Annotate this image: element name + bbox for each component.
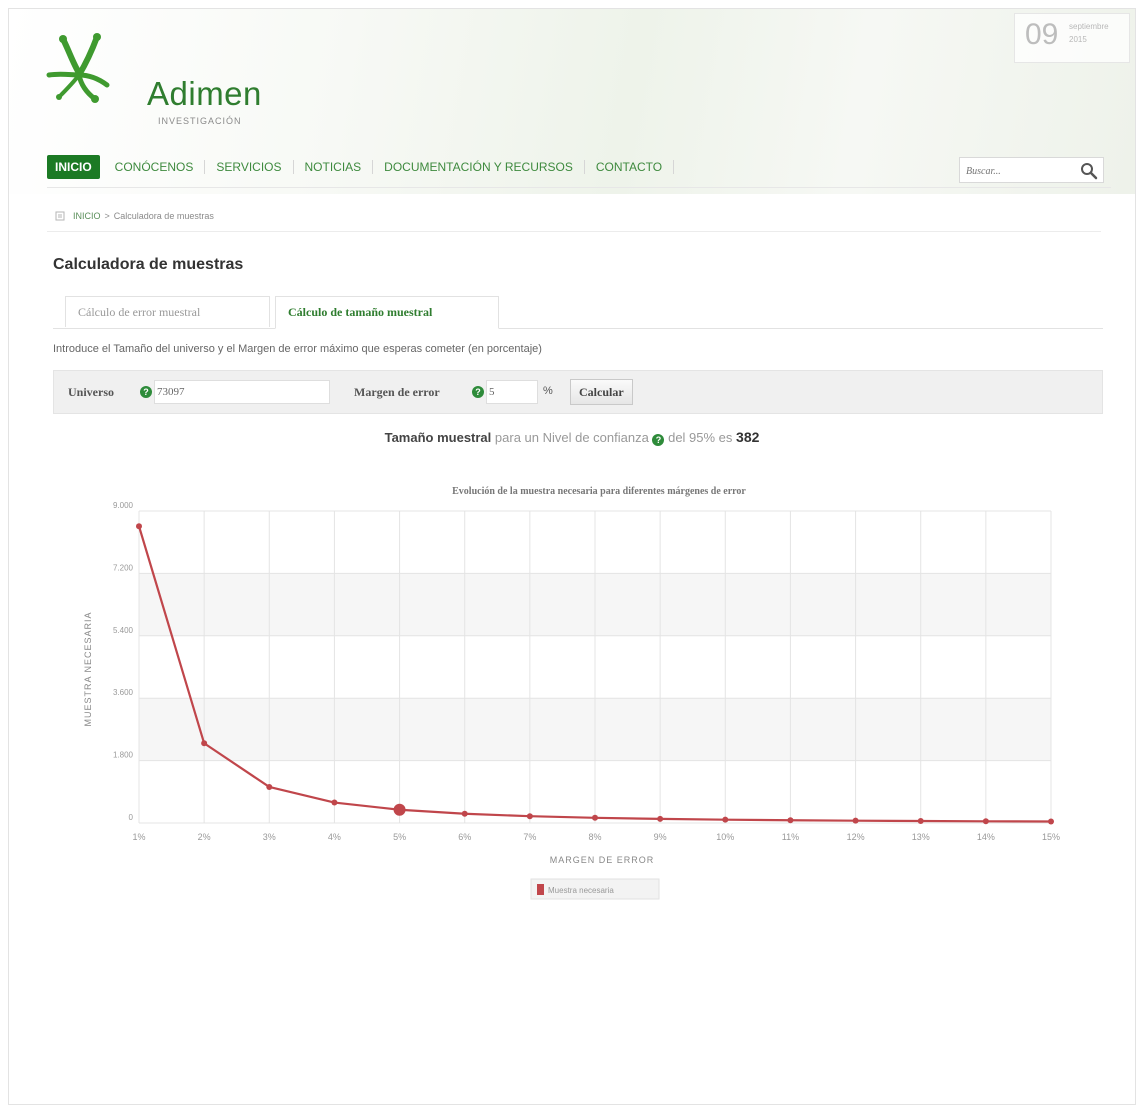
- margen-label: Margen de error: [354, 385, 440, 399]
- date-widget: 09 septiembre 2015: [1014, 13, 1130, 63]
- header-divider: [47, 187, 1111, 188]
- result-line: Tamaño muestral para un Nivel de confian…: [9, 429, 1135, 446]
- nav-item-documentacion[interactable]: DOCUMENTACIÓN Y RECURSOS: [373, 160, 585, 174]
- data-point: [201, 740, 208, 747]
- legend-box: [530, 878, 660, 900]
- result-middle: para un Nivel de confianza: [494, 430, 649, 445]
- x-tick-label: 15%: [1042, 832, 1060, 842]
- x-tick-label: 7%: [523, 832, 536, 842]
- nav-item-servicios[interactable]: SERVICIOS: [205, 160, 294, 174]
- margen-help-icon[interactable]: ?: [472, 386, 484, 398]
- search-input[interactable]: [964, 161, 1068, 181]
- data-point: [393, 803, 406, 816]
- nav-item-contacto[interactable]: CONTACTO: [585, 160, 675, 174]
- data-point: [266, 783, 273, 790]
- date-day: 09: [1025, 18, 1059, 51]
- data-point: [461, 810, 468, 817]
- chart-title: Evolución de la muestra necesaria para d…: [452, 486, 746, 497]
- data-point: [657, 815, 664, 822]
- y-tick-label: 5.400: [113, 626, 134, 635]
- breadcrumb: INICIO > Calculadora de muestras: [55, 211, 214, 221]
- data-point: [331, 799, 338, 806]
- result-suffix: del 95% es: [668, 430, 733, 445]
- x-tick-label: 5%: [393, 832, 406, 842]
- data-point: [136, 523, 142, 530]
- data-point: [917, 818, 924, 825]
- x-tick-label: 8%: [588, 832, 601, 842]
- date-month: septiembre: [1069, 22, 1109, 31]
- result-prefix: Tamaño muestral: [384, 430, 492, 445]
- legend-swatch: [537, 884, 544, 895]
- x-tick-label: 14%: [977, 832, 995, 842]
- universo-input[interactable]: [154, 380, 330, 404]
- confianza-help-icon[interactable]: ?: [652, 434, 665, 446]
- nav-item-conocenos[interactable]: CONÓCENOS: [104, 160, 206, 174]
- x-axis-label: MARGEN DE ERROR: [550, 855, 655, 865]
- home-icon: [55, 211, 65, 221]
- x-tick-label: 11%: [782, 832, 799, 842]
- page-frame: Adimen INVESTIGACIÓN 09 septiembre 2015 …: [8, 8, 1136, 1105]
- nav-item-inicio[interactable]: INICIO: [47, 155, 100, 179]
- y-tick-label: 0: [129, 813, 134, 822]
- chart-svg: 0 1.800 3.600 5.400 7.200 9.000 1% 2% 3% 4% 5% 6% 7%…: [83, 486, 1060, 900]
- data-point: [787, 817, 794, 824]
- breadcrumb-current: Calculadora de muestras: [113, 211, 214, 221]
- legend-label: Muestra necesaria: [548, 886, 614, 895]
- date-year: 2015: [1069, 35, 1087, 44]
- site-logo[interactable]: Adimen INVESTIGACIÓN: [45, 31, 261, 126]
- y-axis-label: MUESTRA NECESARIA: [83, 611, 93, 726]
- logo-subtitle: INVESTIGACIÓN: [158, 116, 242, 126]
- data-point: [722, 816, 729, 823]
- breadcrumb-separator: >: [104, 211, 110, 221]
- search-box: [959, 157, 1104, 183]
- x-tick-label: 9%: [654, 832, 667, 842]
- data-point: [1048, 818, 1054, 825]
- data-point: [852, 817, 859, 824]
- x-tick-label: 13%: [912, 832, 930, 842]
- x-tick-label: 12%: [847, 832, 865, 842]
- main-nav: INICIO CONÓCENOS SERVICIOS NOTICIAS DOCU…: [47, 152, 675, 182]
- y-tick-label: 3.600: [113, 688, 134, 697]
- tab-error-muestral[interactable]: Cálculo de error muestral: [65, 296, 270, 327]
- intro-text: Introduce el Tamaño del universo y el Ma…: [53, 343, 542, 355]
- nav-item-noticias[interactable]: NOTICIAS: [294, 160, 374, 174]
- logo-mark-icon: [46, 33, 110, 103]
- margen-input[interactable]: [486, 380, 538, 404]
- sample-size-chart: 0 1.800 3.600 5.400 7.200 9.000 1% 2% 3% 4% 5% 6% 7%…: [69, 469, 1069, 909]
- y-tick-label: 7.200: [113, 563, 134, 572]
- page-title: Calculadora de muestras: [53, 256, 244, 273]
- universo-label: Universo: [68, 385, 114, 399]
- calculator-form: Universo ? Margen de error ? % Calcular: [53, 370, 1103, 414]
- data-point: [592, 814, 598, 821]
- percent-sign: %: [543, 385, 553, 397]
- tab-tamano-muestral[interactable]: Cálculo de tamaño muestral: [275, 296, 499, 329]
- x-tick-label: 4%: [328, 832, 341, 842]
- breadcrumb-divider: [47, 231, 1101, 232]
- x-tick-label: 10%: [716, 832, 734, 842]
- search-icon[interactable]: [1079, 161, 1099, 181]
- tab-bar: Cálculo de error muestral Cálculo de tam…: [53, 296, 1103, 329]
- y-tick-label: 1.800: [113, 751, 134, 760]
- site-header: Adimen INVESTIGACIÓN 09 septiembre 2015 …: [9, 9, 1135, 194]
- breadcrumb-home-link[interactable]: INICIO: [73, 211, 101, 221]
- result-value: 382: [736, 429, 760, 445]
- universo-help-icon[interactable]: ?: [140, 386, 152, 398]
- calcular-button[interactable]: Calcular: [570, 379, 633, 405]
- y-tick-label: 9.000: [113, 501, 134, 510]
- data-point: [526, 813, 533, 820]
- x-tick-label: 1%: [132, 832, 145, 842]
- data-point: [982, 818, 989, 825]
- x-tick-label: 2%: [198, 832, 211, 842]
- x-tick-label: 3%: [263, 832, 276, 842]
- logo-name: Adimen: [147, 75, 262, 112]
- x-tick-label: 6%: [458, 832, 471, 842]
